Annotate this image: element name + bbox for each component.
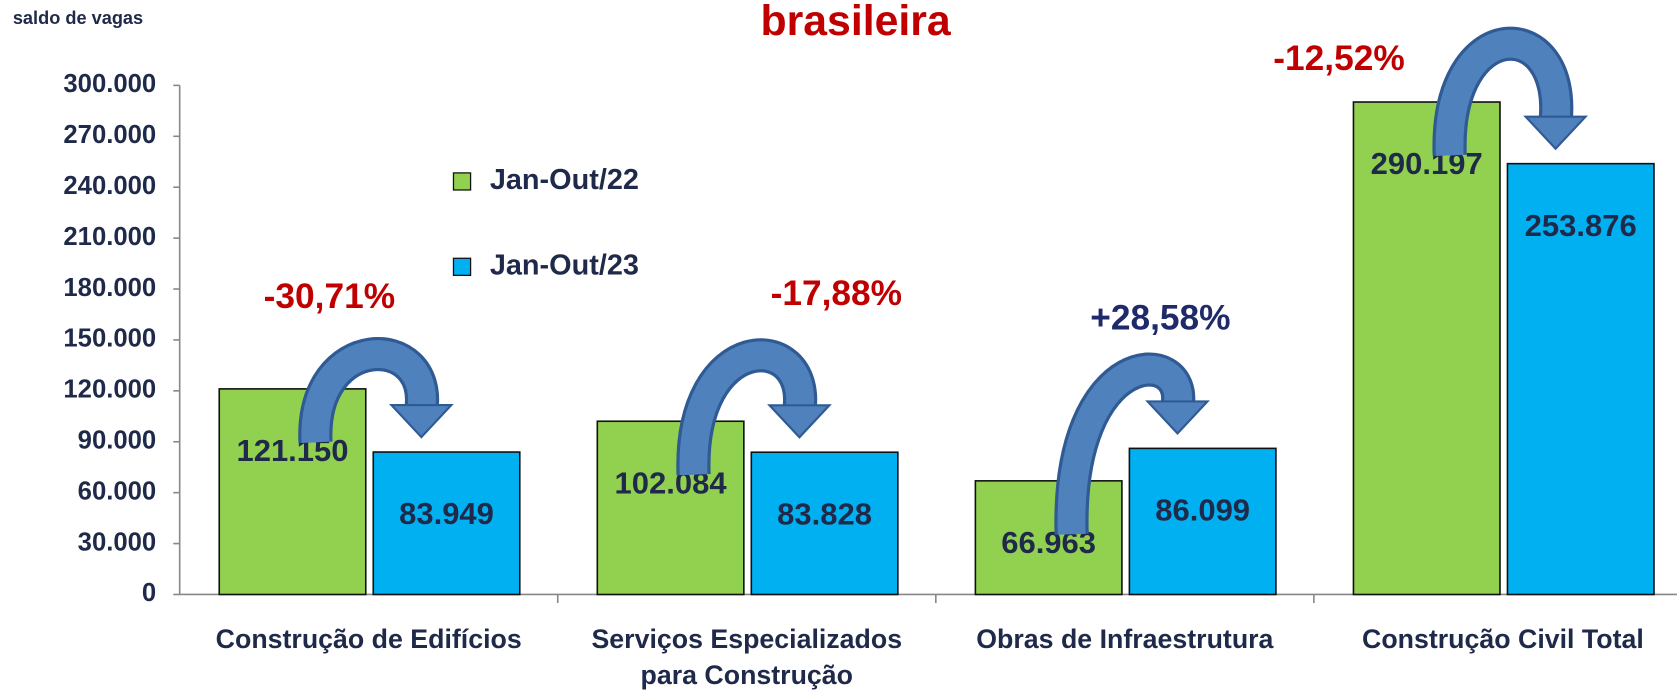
- y-tick-label: 180.000: [63, 274, 156, 302]
- y-tick-label: 0: [142, 579, 156, 607]
- annotation: +28,58%: [1090, 299, 1230, 338]
- chart-title: brasileira: [761, 0, 952, 45]
- arrow-inner: [301, 340, 436, 443]
- x-tick-label: Obras de Infraestrutura: [976, 624, 1274, 655]
- x-tick-label: Serviços Especializados para Construção: [591, 624, 903, 691]
- y-tick-label: 270.000: [63, 121, 156, 149]
- arrow-head: [388, 403, 454, 439]
- annotation: -30,71%: [264, 277, 395, 316]
- bar: [372, 451, 521, 596]
- arrow-inner: [679, 341, 814, 476]
- legend-label: Jan-Out/22: [490, 164, 639, 196]
- y-tick-label: 300.000: [63, 70, 156, 98]
- y-tick-label: 150.000: [63, 325, 156, 353]
- value-label: 253.876: [1525, 208, 1637, 243]
- legend-label: Jan-Out/23: [490, 249, 639, 281]
- bar: [750, 451, 899, 596]
- arrow-inner: [1057, 355, 1193, 535]
- bar: [218, 388, 367, 596]
- y-tick-label: 30.000: [78, 528, 156, 556]
- bar: [1352, 101, 1501, 596]
- y-tick-label: 120.000: [63, 376, 156, 404]
- bar: [974, 480, 1123, 596]
- legend-swatch: [452, 257, 472, 277]
- value-label: 83.949: [399, 496, 494, 531]
- y-axis-label: saldo de vagas: [13, 8, 143, 28]
- bar: [596, 420, 745, 596]
- bar: [1506, 162, 1655, 596]
- legend-swatch: [452, 172, 472, 191]
- arrow-inner: [1435, 29, 1571, 156]
- value-label: 83.828: [777, 496, 872, 531]
- bar: [1128, 447, 1277, 596]
- value-label: 86.099: [1155, 493, 1250, 528]
- y-tick-label: 210.000: [63, 223, 156, 251]
- x-tick-label: Construção de Edifícios: [215, 624, 522, 655]
- x-tick-label: Construção Civil Total: [1362, 624, 1644, 655]
- y-tick-label: 90.000: [78, 427, 156, 455]
- y-tick-label: 240.000: [63, 172, 156, 200]
- arrow-head: [1145, 400, 1210, 435]
- annotation: -12,52%: [1273, 39, 1404, 78]
- arrow-head: [1523, 115, 1588, 151]
- annotation: -17,88%: [771, 274, 902, 313]
- arrow-head: [767, 404, 832, 439]
- y-tick-label: 60.000: [78, 477, 156, 505]
